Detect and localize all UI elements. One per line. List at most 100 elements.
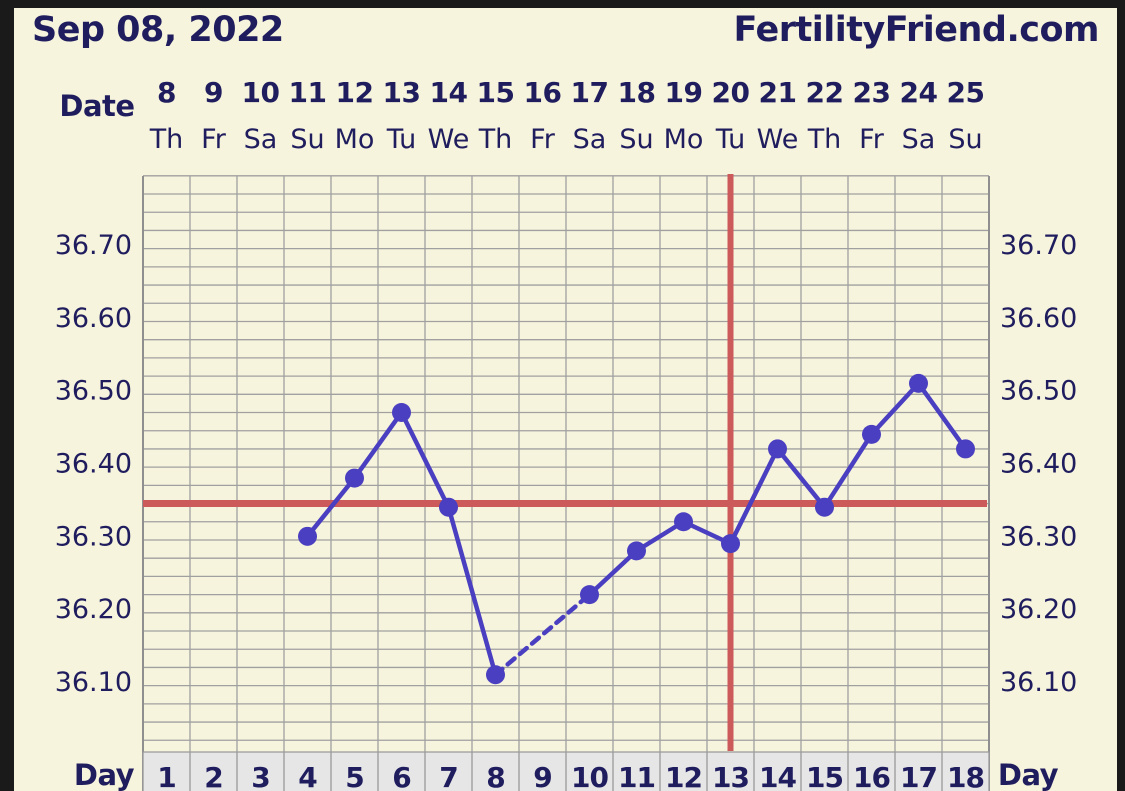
- date-row-label: Date: [59, 89, 134, 123]
- date-number: 14: [430, 76, 468, 109]
- day-number: 17: [900, 761, 937, 791]
- temperature-point: [862, 424, 881, 444]
- coverline-layer: [143, 174, 987, 751]
- day-number: 15: [806, 761, 843, 791]
- temperature-point: [298, 526, 317, 546]
- day-number: 9: [533, 761, 551, 791]
- day-number: 16: [853, 761, 890, 791]
- day-number: 12: [665, 761, 702, 791]
- temperature-point: [909, 373, 928, 393]
- date-number: 13: [383, 76, 421, 109]
- y-tick-label-right: 36.60: [1000, 303, 1077, 334]
- series-segment: [916, 381, 968, 452]
- date-number: 19: [665, 76, 703, 109]
- weekday-label: We: [428, 124, 470, 155]
- day-number: 1: [157, 761, 175, 791]
- weekday-label: Su: [290, 124, 324, 155]
- temperature-point: [439, 497, 458, 517]
- day-row-label-right: Day: [998, 758, 1059, 791]
- day-number: 7: [439, 761, 457, 791]
- temperature-point: [486, 665, 505, 685]
- y-tick-label-left: 36.30: [55, 521, 132, 552]
- weekday-label: Sa: [244, 124, 278, 155]
- temperature-point: [721, 534, 740, 554]
- series-segment: [869, 381, 921, 437]
- date-number: 10: [242, 76, 280, 109]
- chart-text: Date 8 9 10 11 12 13 14 15 16 17 18 19 20 21 22 23 24 25Th…: [55, 76, 1078, 791]
- site-name: FertilityFriend.com: [733, 10, 1100, 50]
- weekday-label: Su: [948, 124, 982, 155]
- day-number: 2: [204, 761, 222, 791]
- date-number: 12: [336, 76, 374, 109]
- weekday-label: We: [757, 124, 799, 155]
- y-tick-label-right: 36.10: [1000, 667, 1077, 698]
- series-segment: [728, 446, 780, 546]
- y-tick-label-left: 36.60: [55, 303, 132, 334]
- window-top-border: [0, 0, 1125, 8]
- date-number: 11: [289, 76, 327, 109]
- date-number: 17: [571, 76, 609, 109]
- chart-date-heading: Sep 08, 2022: [32, 10, 284, 50]
- y-tick-label-right: 36.20: [1000, 594, 1077, 625]
- temperature-point: [768, 439, 787, 459]
- day-number: 6: [392, 761, 410, 791]
- day-number: 8: [486, 761, 504, 791]
- weekday-label: Th: [478, 124, 513, 155]
- y-tick-label-right: 36.70: [1000, 230, 1077, 261]
- weekday-label: Sa: [902, 124, 936, 155]
- y-tick-label-left: 36.40: [55, 449, 132, 480]
- weekday-label: Th: [807, 124, 842, 155]
- day-number: 18: [947, 761, 984, 791]
- series-segment: [399, 410, 451, 510]
- weekday-label: Tu: [715, 124, 746, 155]
- series-segment: [822, 432, 874, 510]
- date-number: 9: [204, 76, 223, 109]
- y-tick-label-left: 36.70: [55, 230, 132, 261]
- weekday-label: Tu: [386, 124, 417, 155]
- date-number: 18: [618, 76, 656, 109]
- series-segment: [587, 548, 639, 597]
- day-number: 11: [618, 761, 655, 791]
- weekday-label: Su: [619, 124, 653, 155]
- date-number: 20: [712, 76, 750, 109]
- y-tick-label-right: 36.30: [1000, 521, 1077, 552]
- temperature-point: [815, 497, 834, 517]
- date-number: 15: [477, 76, 515, 109]
- temperature-point: [956, 439, 975, 459]
- weekday-label: Fr: [201, 124, 227, 155]
- temperature-series: [298, 373, 975, 685]
- day-row: [142, 751, 990, 791]
- temperature-point: [392, 403, 411, 423]
- date-number: 16: [524, 76, 562, 109]
- chart-grid: [142, 175, 990, 791]
- y-tick-label-left: 36.20: [55, 594, 132, 625]
- date-number: 24: [900, 76, 938, 109]
- y-tick-label-left: 36.50: [55, 376, 132, 407]
- date-number: 22: [806, 76, 844, 109]
- y-tick-label-left: 36.10: [55, 667, 132, 698]
- series-segment: [446, 504, 498, 677]
- date-number: 23: [853, 76, 891, 109]
- weekday-label: Fr: [859, 124, 885, 155]
- weekday-label: Sa: [573, 124, 607, 155]
- day-row-label-left: Day: [74, 758, 135, 791]
- window-right-border: [1117, 0, 1125, 791]
- day-number: 13: [712, 761, 749, 791]
- temperature-point: [345, 468, 364, 488]
- weekday-label: Mo: [335, 124, 375, 155]
- date-number: 25: [947, 76, 985, 109]
- temperature-point: [674, 512, 693, 532]
- temperature-point: [627, 541, 646, 561]
- series-segment: [305, 475, 357, 539]
- series-segment: [775, 446, 827, 510]
- day-number: 4: [298, 761, 317, 791]
- day-number: 3: [251, 761, 269, 791]
- temperature-point: [580, 585, 599, 605]
- y-tick-label-right: 36.50: [1000, 376, 1077, 407]
- day-number: 5: [345, 761, 363, 791]
- weekday-label: Mo: [664, 124, 704, 155]
- day-number: 10: [571, 761, 608, 791]
- weekday-label: Th: [149, 124, 184, 155]
- series-segment: [352, 410, 404, 481]
